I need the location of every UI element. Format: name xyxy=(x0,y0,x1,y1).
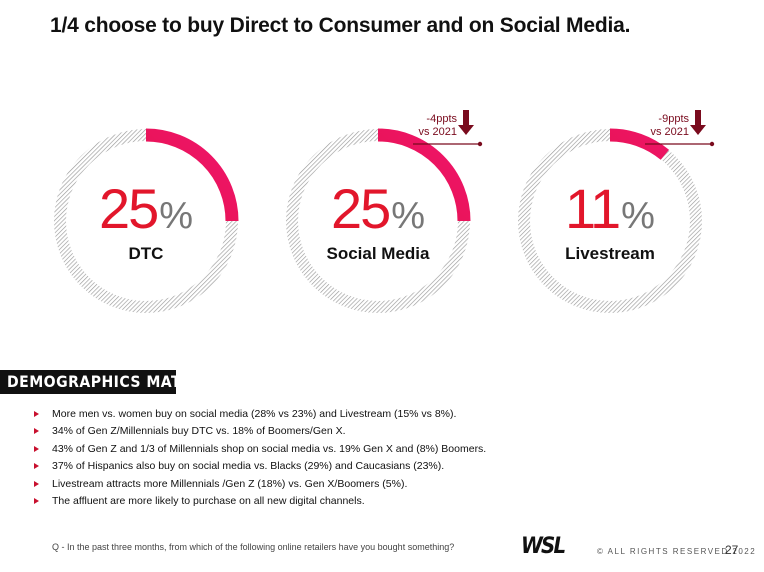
percent-sign: % xyxy=(391,195,426,237)
donut-percentage: 25% xyxy=(283,176,473,241)
bullet-item: 43% of Gen Z and 1/3 of Millennials shop… xyxy=(34,441,486,458)
bullet-text: 34% of Gen Z/Millennials buy DTC vs. 18%… xyxy=(52,425,346,438)
donut-value-label: 11 xyxy=(565,177,621,240)
bullet-arrow-icon xyxy=(34,411,39,417)
donut-percentage: 11% xyxy=(515,176,705,241)
footnote: Q - In the past three months, from which… xyxy=(52,542,455,552)
donut-dtc: 25% DTC xyxy=(51,126,241,316)
bullet-item: 37% of Hispanics also buy on social medi… xyxy=(34,458,486,475)
bullet-arrow-icon xyxy=(34,497,39,504)
bullet-text: The affluent are more likely to purchase… xyxy=(52,494,365,507)
donut-svg xyxy=(285,128,471,314)
donut-value-label: 25 xyxy=(98,177,159,240)
down-arrow-icon xyxy=(413,110,483,147)
bullet-list: More men vs. women buy on social media (… xyxy=(34,406,486,510)
down-arrow-icon xyxy=(645,110,715,147)
logo: WSL xyxy=(521,534,566,559)
percent-sign: % xyxy=(621,195,655,237)
page-title: 1/4 choose to buy Direct to Consumer and… xyxy=(50,14,631,37)
bullet-item: Livestream attracts more Millennials /Ge… xyxy=(34,476,486,493)
change-value: -4ppts xyxy=(426,113,457,125)
donut-category-label: DTC xyxy=(128,244,164,263)
bullet-arrow-icon xyxy=(34,428,39,435)
donut-value-arc xyxy=(285,128,471,314)
copyright: © ALL RIGHTS RESERVED 2022 xyxy=(597,547,757,556)
bullet-arrow-icon xyxy=(34,480,39,487)
donut-category-label: Social Media xyxy=(326,244,430,263)
change-annotation: -4ppts vs 2021 xyxy=(405,113,457,139)
percent-sign: % xyxy=(159,195,194,237)
bullet-arrow-icon xyxy=(34,445,39,452)
bullet-item: 34% of Gen Z/Millennials buy DTC vs. 18%… xyxy=(34,423,486,440)
donut-value-arc xyxy=(53,128,239,314)
donut-percentage: 25% xyxy=(51,176,241,241)
bullet-text: 43% of Gen Z and 1/3 of Millennials shop… xyxy=(52,442,487,455)
section-banner: DEMOGRAPHICS MATTER xyxy=(0,370,212,394)
donut-social-media: 25% Social Media xyxy=(283,126,473,316)
bullet-text: 37% of Hispanics also buy on social medi… xyxy=(52,460,445,473)
donut-value-label: 25 xyxy=(330,177,391,240)
bullet-item: More men vs. women buy on social media (… xyxy=(34,406,486,423)
donut-value-arc xyxy=(517,128,703,314)
change-annotation: -9ppts vs 2021 xyxy=(637,113,689,139)
donut-svg xyxy=(517,128,703,314)
bullet-text: More men vs. women buy on social media (… xyxy=(52,408,457,420)
donut-livestream: 11% Livestream xyxy=(515,126,705,316)
change-baseline: vs 2021 xyxy=(418,126,457,138)
change-baseline: vs 2021 xyxy=(650,126,689,138)
bullet-arrow-icon xyxy=(34,463,39,470)
page-number: 27 xyxy=(725,543,739,557)
bullet-text: Livestream attracts more Millennials /Ge… xyxy=(52,477,408,490)
donut-svg xyxy=(53,128,239,314)
donut-category-label: Livestream xyxy=(565,244,655,263)
bullet-item: The affluent are more likely to purchase… xyxy=(34,493,486,510)
change-value: -9ppts xyxy=(658,113,689,125)
